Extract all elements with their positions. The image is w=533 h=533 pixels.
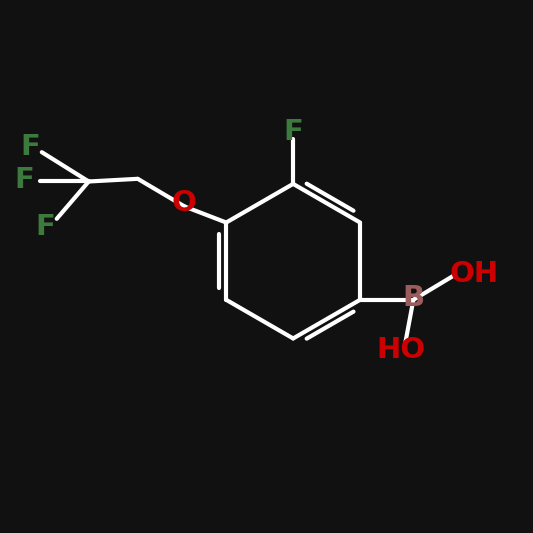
- Text: F: F: [283, 118, 303, 146]
- Text: F: F: [35, 213, 55, 241]
- Text: B: B: [402, 284, 424, 312]
- Text: OH: OH: [449, 260, 498, 288]
- Text: F: F: [15, 166, 35, 195]
- Text: O: O: [171, 189, 196, 217]
- Text: F: F: [20, 133, 40, 161]
- Text: HO: HO: [376, 336, 426, 365]
